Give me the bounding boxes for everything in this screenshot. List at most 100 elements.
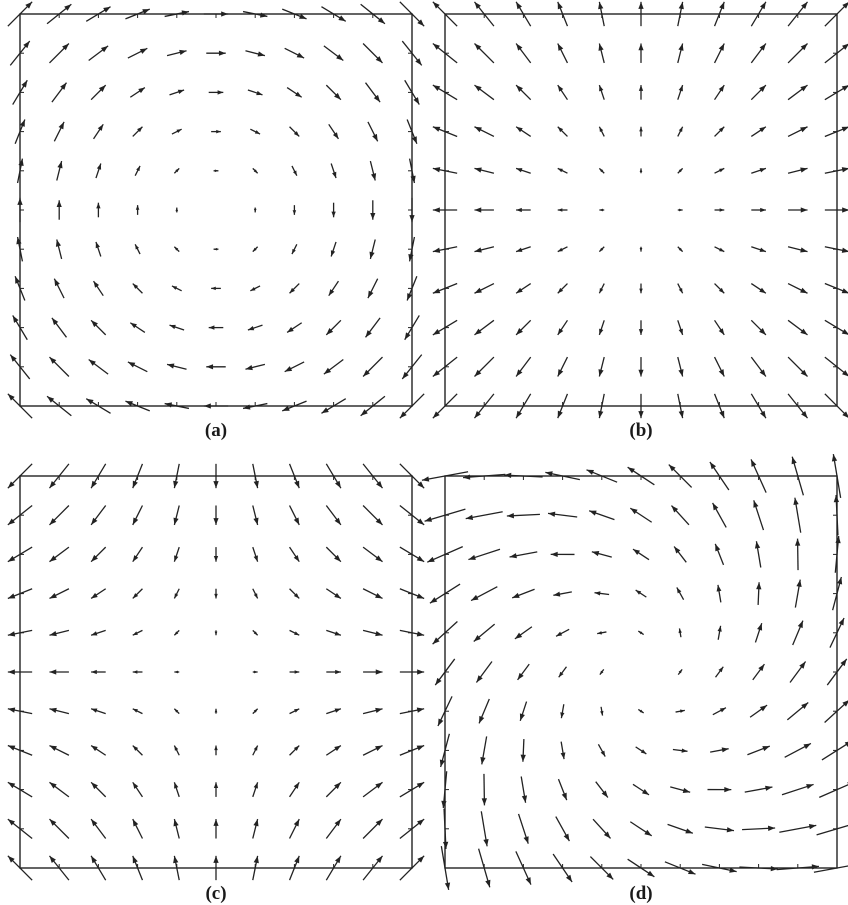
arrow-head bbox=[334, 819, 341, 827]
arrow-head bbox=[253, 555, 258, 562]
arrow-head bbox=[599, 288, 604, 294]
arrow-head bbox=[557, 328, 564, 335]
vector-arrow bbox=[473, 1, 495, 27]
arrow-head bbox=[12, 315, 19, 323]
vector-arrow bbox=[49, 588, 70, 600]
arrow-head bbox=[432, 207, 440, 213]
vector-arrow bbox=[173, 745, 180, 756]
vector-arrow bbox=[787, 84, 808, 101]
vector-arrow bbox=[252, 463, 259, 489]
arrow-head bbox=[759, 247, 766, 252]
arrow-head bbox=[838, 617, 845, 626]
arrow-head bbox=[474, 411, 481, 419]
vector-arrow bbox=[792, 620, 804, 646]
vector-arrow bbox=[787, 43, 808, 64]
vector-arrow bbox=[289, 745, 300, 756]
vector-arrow bbox=[627, 858, 655, 878]
vector-arrow bbox=[432, 1, 458, 27]
arrow-head bbox=[132, 782, 139, 789]
arrow-head bbox=[416, 555, 425, 562]
vector-arrow bbox=[49, 505, 70, 526]
vector-arrow bbox=[791, 456, 805, 496]
arrow-head bbox=[516, 126, 523, 133]
arrow-head bbox=[759, 168, 766, 173]
vector-arrow bbox=[166, 49, 187, 57]
arrow-head bbox=[257, 51, 265, 57]
vector-arrow bbox=[132, 126, 143, 137]
arrow-head bbox=[330, 250, 336, 257]
arrow-head bbox=[481, 798, 487, 806]
arrow-head bbox=[800, 328, 808, 335]
arrow-head bbox=[375, 745, 383, 752]
vector-arrow bbox=[364, 317, 381, 338]
vector-arrow bbox=[173, 505, 180, 526]
vector-arrow bbox=[675, 709, 685, 713]
vector-arrow bbox=[399, 629, 425, 637]
vector-arrow bbox=[330, 241, 337, 257]
vector-arrow bbox=[824, 167, 848, 174]
arrow-head bbox=[680, 709, 685, 713]
arrow-head bbox=[594, 591, 601, 596]
arrow-head bbox=[334, 517, 341, 525]
vector-arrow bbox=[547, 511, 578, 518]
arrow-head bbox=[49, 357, 57, 364]
panel-frame bbox=[444, 475, 838, 869]
vector-arrow bbox=[213, 782, 219, 797]
vector-arrow bbox=[247, 324, 263, 331]
vector-arrow bbox=[409, 197, 415, 223]
vector-arrow bbox=[638, 85, 644, 100]
arrow-head bbox=[91, 745, 98, 752]
arrow-head bbox=[174, 593, 179, 599]
vector-arrow bbox=[362, 546, 383, 563]
arrow-head bbox=[174, 670, 178, 674]
arrow-head bbox=[724, 786, 732, 793]
vector-arrow bbox=[49, 629, 70, 637]
vector-arrow bbox=[635, 746, 647, 755]
arrow-head bbox=[293, 555, 300, 562]
vector-arrow bbox=[252, 546, 259, 562]
vector-arrow bbox=[252, 818, 259, 839]
arrow-head bbox=[758, 664, 765, 672]
arrow-head bbox=[688, 869, 696, 875]
arrow-head bbox=[432, 85, 441, 91]
vector-arrow bbox=[667, 823, 694, 834]
vector-arrow bbox=[598, 283, 605, 294]
vector-arrow bbox=[677, 126, 684, 137]
arrow-head bbox=[548, 511, 556, 517]
arrow-head bbox=[91, 554, 98, 562]
arrow-head bbox=[718, 85, 725, 92]
arrow-head bbox=[294, 670, 300, 674]
arrow-head bbox=[519, 713, 525, 721]
vector-arrow bbox=[169, 89, 185, 96]
arrow-head bbox=[709, 461, 717, 470]
arrow-head bbox=[177, 89, 185, 94]
arrow-head bbox=[7, 855, 15, 863]
vector-arrow bbox=[90, 319, 107, 336]
arrow-head bbox=[427, 556, 435, 563]
vector-arrow bbox=[824, 2, 848, 27]
arrow-head bbox=[130, 322, 137, 329]
arrow-head bbox=[639, 248, 643, 252]
arrow-head bbox=[331, 211, 336, 218]
arrow-head bbox=[373, 94, 381, 103]
arrow-head bbox=[632, 549, 641, 555]
vector-arrow bbox=[480, 736, 488, 765]
vector-arrow bbox=[292, 205, 297, 215]
vector-arrow bbox=[592, 818, 612, 839]
vector-arrow bbox=[289, 126, 300, 137]
arrow-head bbox=[800, 43, 808, 51]
vector-arrow bbox=[16, 236, 24, 262]
vector-arrow bbox=[557, 246, 568, 253]
vector-arrow bbox=[749, 704, 768, 718]
vector-arrow bbox=[787, 126, 808, 138]
arrow-head bbox=[759, 705, 768, 712]
arrow-head bbox=[16, 237, 22, 245]
arrow-shaft bbox=[421, 471, 469, 481]
vector-arrow bbox=[710, 747, 729, 753]
vector-arrow bbox=[824, 700, 848, 723]
arrow-head bbox=[86, 398, 94, 405]
arrow-head bbox=[557, 126, 564, 133]
arrow-head bbox=[718, 328, 725, 335]
vector-arrow bbox=[787, 393, 809, 419]
arrow-head bbox=[644, 829, 652, 836]
